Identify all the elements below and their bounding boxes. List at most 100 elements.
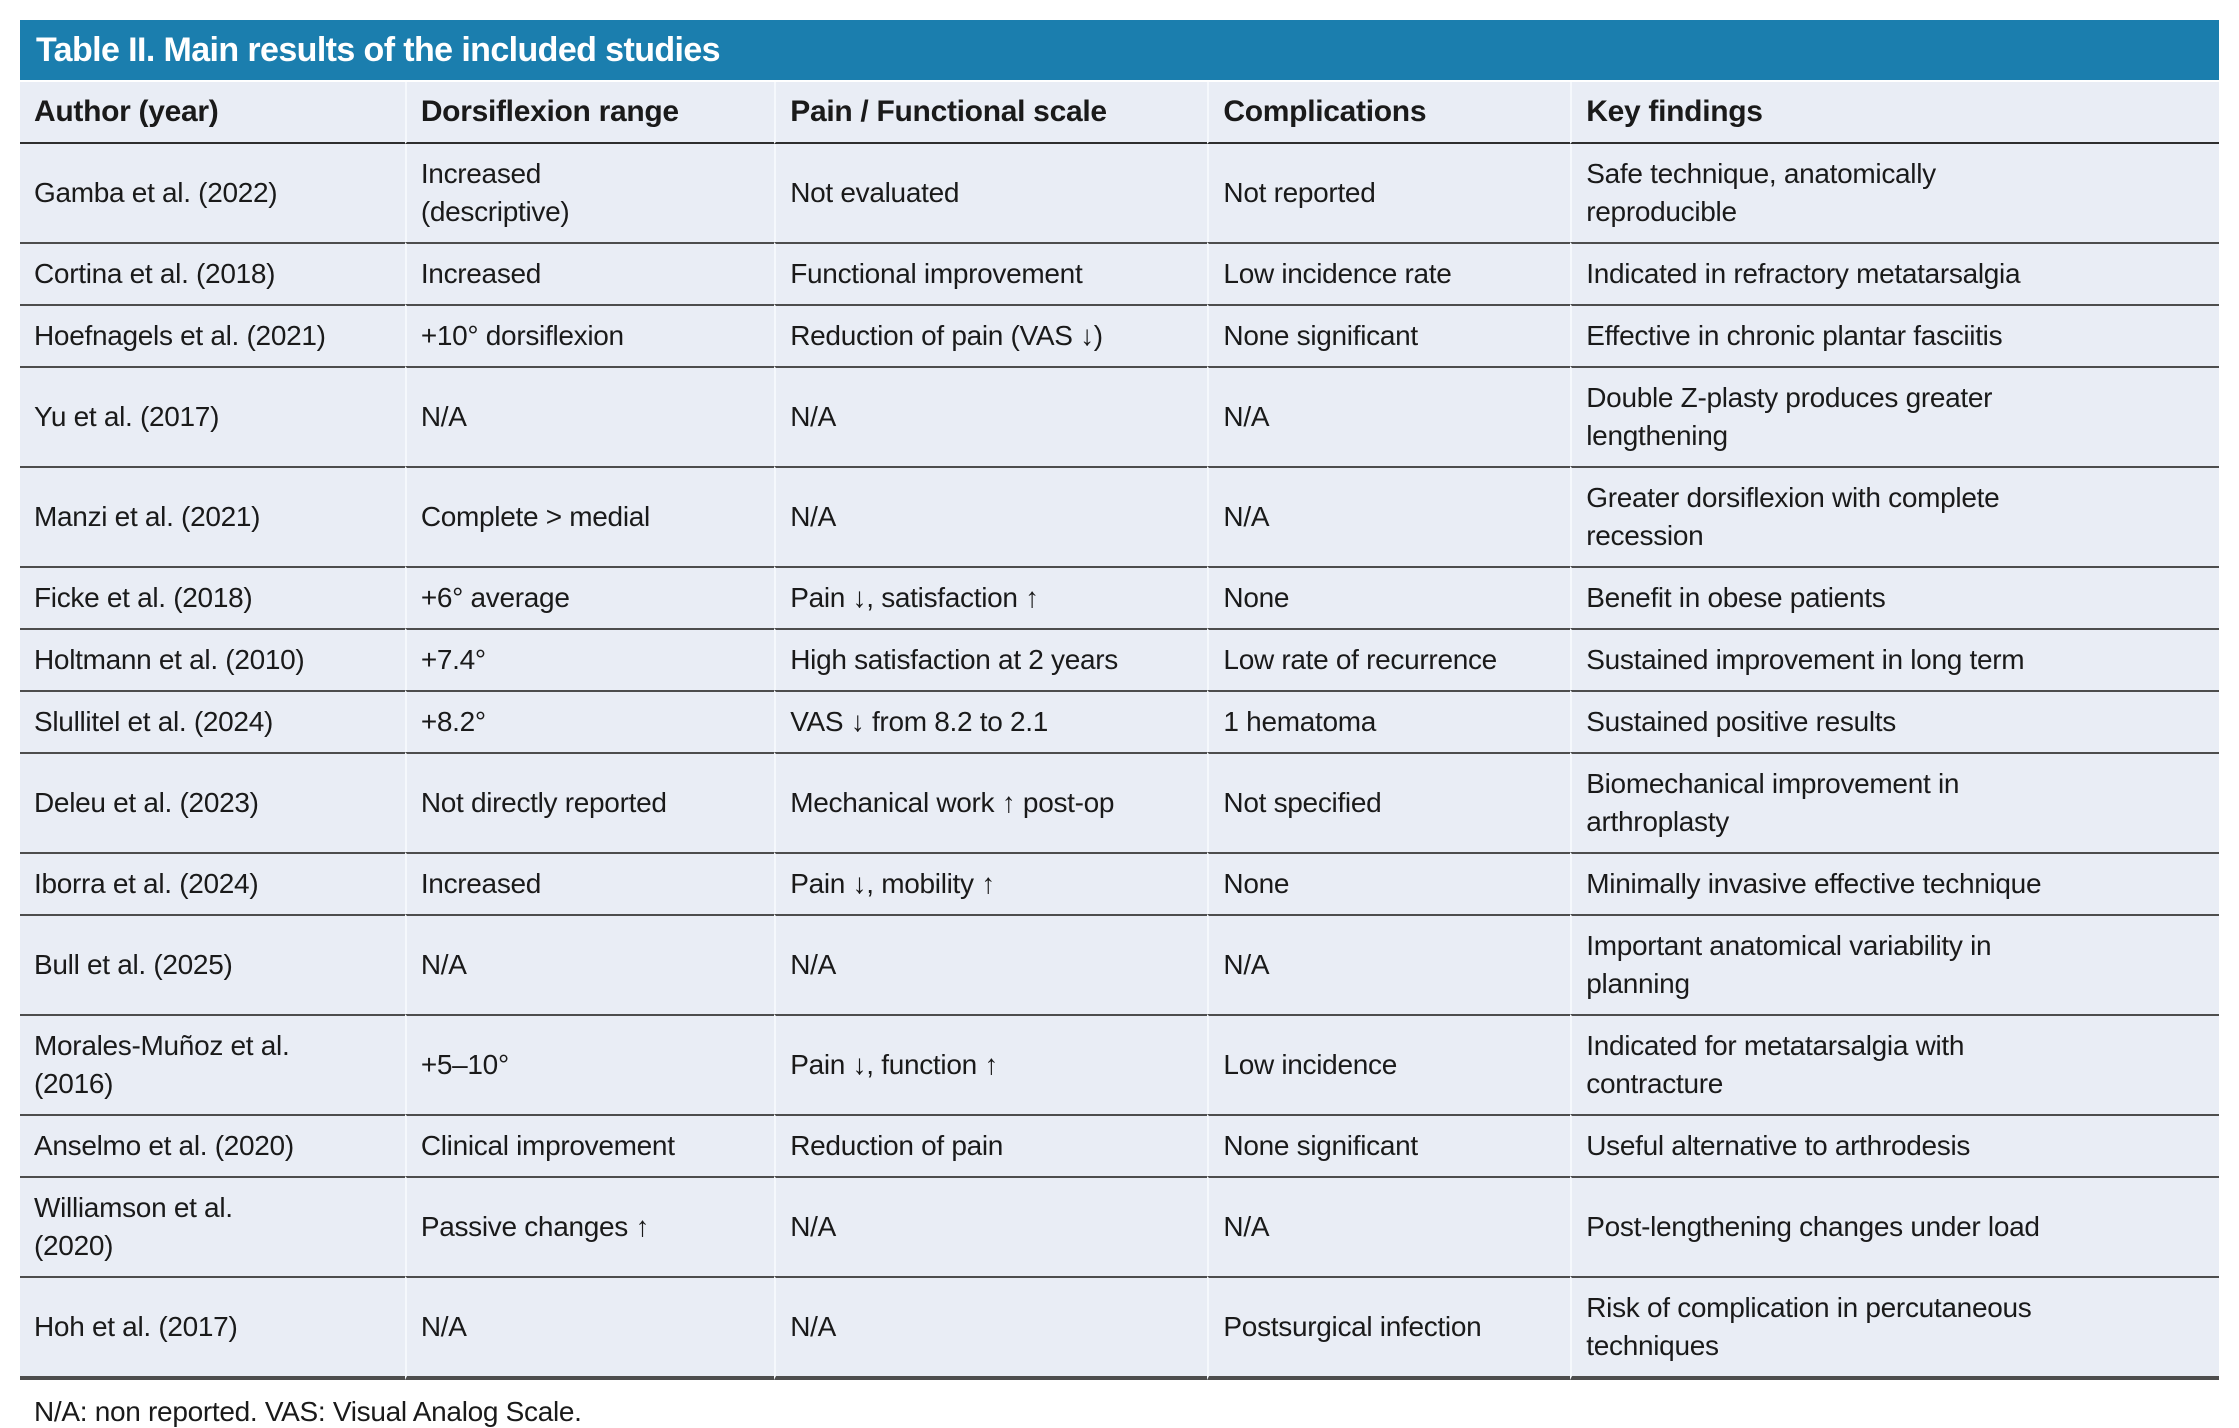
cell-complications: None significant	[1207, 1114, 1571, 1176]
cell-dorsiflexion: Clinical improvement	[404, 1114, 775, 1176]
cell-findings: Biomechanical improvement in arthroplast…	[1570, 752, 2219, 852]
cell-dorsiflexion: Passive changes ↑	[404, 1176, 775, 1276]
cell-dorsiflexion: Increased (descriptive)	[404, 144, 775, 242]
table-row: Yu et al. (2017) N/A N/A N/A Double Z-plasty…	[20, 366, 2219, 466]
cell-author: Yu et al. (2017)	[20, 366, 405, 466]
cell-findings: Risk of complication in percutaneous tec…	[1570, 1276, 2219, 1380]
table-row: Hoefnagels et al. (2021) +10° dorsiflexio…	[20, 304, 2219, 366]
cell-complications: Low incidence	[1207, 1014, 1571, 1114]
cell-dorsiflexion: +8.2°	[404, 690, 775, 752]
cell-pain: N/A	[774, 1176, 1208, 1276]
table-row: Slullitel et al. (2024) +8.2° VAS ↓ from 8…	[20, 690, 2219, 752]
cell-author: Slullitel et al. (2024)	[20, 690, 405, 752]
cell-dorsiflexion: Increased	[404, 852, 775, 914]
column-header-pain: Pain / Functional scale	[774, 82, 1208, 144]
cell-complications: N/A	[1207, 1176, 1571, 1276]
cell-pain: Pain ↓, function ↑	[774, 1014, 1208, 1114]
cell-author: Iborra et al. (2024)	[20, 852, 405, 914]
cell-pain: Pain ↓, satisfaction ↑	[774, 566, 1208, 628]
cell-author: Cortina et al. (2018)	[20, 242, 405, 304]
table-row: Gamba et al. (2022) Increased (descriptiv…	[20, 144, 2219, 242]
table-row: Bull et al. (2025) N/A N/A N/A Important ana…	[20, 914, 2219, 1014]
cell-author: Hoh et al. (2017)	[20, 1276, 405, 1380]
cell-complications: Postsurgical infection	[1207, 1276, 1571, 1380]
cell-complications: N/A	[1207, 914, 1571, 1014]
cell-author: Deleu et al. (2023)	[20, 752, 405, 852]
table-row: Williamson et al. (2020) Passive changes …	[20, 1176, 2219, 1276]
cell-author: Williamson et al. (2020)	[20, 1176, 405, 1276]
cell-pain: High satisfaction at 2 years	[774, 628, 1208, 690]
cell-complications: None	[1207, 852, 1571, 914]
cell-dorsiflexion: Increased	[404, 242, 775, 304]
cell-pain: N/A	[774, 366, 1208, 466]
table-row: Anselmo et al. (2020) Clinical improvemen…	[20, 1114, 2219, 1176]
cell-author: Morales-Muñoz et al. (2016)	[20, 1014, 405, 1114]
cell-findings: Greater dorsiflexion with complete reces…	[1570, 466, 2219, 566]
cell-author: Manzi et al. (2021)	[20, 466, 405, 566]
table-row: Cortina et al. (2018) Increased Functional…	[20, 242, 2219, 304]
cell-findings: Important anatomical variability in plan…	[1570, 914, 2219, 1014]
cell-findings: Useful alternative to arthrodesis	[1570, 1114, 2219, 1176]
header-row: Author (year) Dorsiflexion range Pain / Fu…	[20, 82, 2219, 144]
cell-findings: Effective in chronic plantar fasciitis	[1570, 304, 2219, 366]
cell-pain: N/A	[774, 466, 1208, 566]
table-footnote: N/A: non reported. VAS: Visual Analog Sc…	[34, 1396, 582, 1427]
cell-pain: VAS ↓ from 8.2 to 2.1	[774, 690, 1208, 752]
column-header-complications: Complications	[1207, 82, 1571, 144]
cell-author: Gamba et al. (2022)	[20, 144, 405, 242]
cell-complications: Low incidence rate	[1207, 242, 1571, 304]
cell-complications: N/A	[1207, 366, 1571, 466]
table-title-bar: Table II. Main results of the included s…	[20, 20, 2219, 80]
cell-findings: Post-lengthening changes under load	[1570, 1176, 2219, 1276]
cell-dorsiflexion: Complete > medial	[404, 466, 775, 566]
table-row: Iborra et al. (2024) Increased Pain ↓, mob…	[20, 852, 2219, 914]
cell-dorsiflexion: N/A	[404, 914, 775, 1014]
table-header: Author (year) Dorsiflexion range Pain / Fu…	[20, 82, 2219, 144]
cell-dorsiflexion: Not directly reported	[404, 752, 775, 852]
cell-complications: Not reported	[1207, 144, 1571, 242]
cell-dorsiflexion: N/A	[404, 366, 775, 466]
cell-findings: Double Z-plasty produces greater lengthe…	[1570, 366, 2219, 466]
cell-findings: Indicated for metatarsalgia with contrac…	[1570, 1014, 2219, 1114]
cell-complications: Not specified	[1207, 752, 1571, 852]
cell-findings: Safe technique, anatomically reproducibl…	[1570, 144, 2219, 242]
cell-dorsiflexion: +10° dorsiflexion	[404, 304, 775, 366]
cell-pain: Not evaluated	[774, 144, 1208, 242]
cell-author: Ficke et al. (2018)	[20, 566, 405, 628]
column-header-findings: Key findings	[1570, 82, 2219, 144]
cell-findings: Sustained positive results	[1570, 690, 2219, 752]
cell-findings: Indicated in refractory metatarsalgia	[1570, 242, 2219, 304]
cell-dorsiflexion: +7.4°	[404, 628, 775, 690]
cell-author: Anselmo et al. (2020)	[20, 1114, 405, 1176]
cell-pain: Reduction of pain (VAS ↓)	[774, 304, 1208, 366]
cell-findings: Minimally invasive effective technique	[1570, 852, 2219, 914]
cell-findings: Benefit in obese patients	[1570, 566, 2219, 628]
cell-pain: Pain ↓, mobility ↑	[774, 852, 1208, 914]
table-body: Gamba et al. (2022) Increased (descriptiv…	[20, 144, 2219, 1380]
column-header-author: Author (year)	[20, 82, 405, 144]
cell-author: Bull et al. (2025)	[20, 914, 405, 1014]
cell-pain: Reduction of pain	[774, 1114, 1208, 1176]
cell-dorsiflexion: +5–10°	[404, 1014, 775, 1114]
cell-pain: N/A	[774, 914, 1208, 1014]
table-row: Hoh et al. (2017) N/A N/A Postsurgical infe…	[20, 1276, 2219, 1380]
table-row: Manzi et al. (2021) Complete > medial N/A N…	[20, 466, 2219, 566]
cell-findings: Sustained improvement in long term	[1570, 628, 2219, 690]
cell-author: Hoefnagels et al. (2021)	[20, 304, 405, 366]
table-row: Holtmann et al. (2010) +7.4° High satisfac…	[20, 628, 2219, 690]
cell-complications: None significant	[1207, 304, 1571, 366]
cell-complications: N/A	[1207, 466, 1571, 566]
cell-complications: None	[1207, 566, 1571, 628]
results-table-container: Table II. Main results of the included s…	[20, 20, 2219, 1428]
table-title: Table II. Main results of the included s…	[36, 31, 721, 69]
cell-author: Holtmann et al. (2010)	[20, 628, 405, 690]
results-table: Author (year) Dorsiflexion range Pain / Fu…	[20, 82, 2219, 1380]
cell-pain: N/A	[774, 1276, 1208, 1380]
table-row: Deleu et al. (2023) Not directly reported…	[20, 752, 2219, 852]
cell-dorsiflexion: N/A	[404, 1276, 775, 1380]
column-header-dorsiflexion: Dorsiflexion range	[404, 82, 775, 144]
cell-dorsiflexion: +6° average	[404, 566, 775, 628]
cell-complications: 1 hematoma	[1207, 690, 1571, 752]
cell-pain: Mechanical work ↑ post-op	[774, 752, 1208, 852]
